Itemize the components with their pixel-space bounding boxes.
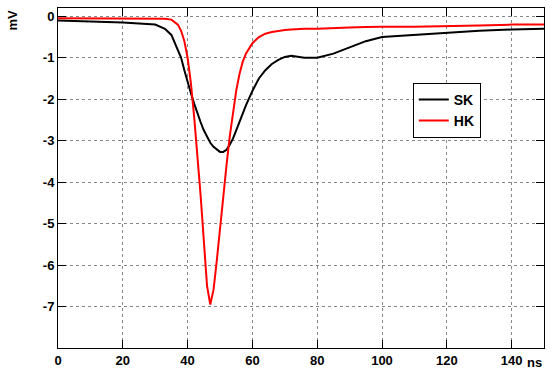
svg-text:-1: -1 bbox=[43, 50, 55, 65]
svg-text:HK: HK bbox=[454, 113, 474, 129]
svg-text:100: 100 bbox=[371, 353, 393, 368]
svg-text:-4: -4 bbox=[43, 175, 55, 190]
svg-text:mV: mV bbox=[5, 10, 20, 31]
svg-text:-2: -2 bbox=[43, 92, 55, 107]
svg-text:40: 40 bbox=[180, 353, 194, 368]
svg-text:-7: -7 bbox=[43, 299, 55, 314]
svg-text:20: 20 bbox=[116, 353, 130, 368]
svg-text:SK: SK bbox=[454, 92, 473, 108]
svg-text:0: 0 bbox=[54, 353, 61, 368]
svg-text:60: 60 bbox=[245, 353, 259, 368]
svg-text:80: 80 bbox=[310, 353, 324, 368]
svg-text:120: 120 bbox=[436, 353, 458, 368]
svg-text:0: 0 bbox=[47, 9, 54, 24]
svg-text:-3: -3 bbox=[43, 133, 55, 148]
svg-text:140: 140 bbox=[501, 353, 523, 368]
svg-text:-5: -5 bbox=[43, 216, 55, 231]
svg-text:-6: -6 bbox=[43, 258, 55, 273]
svg-text:ns: ns bbox=[527, 355, 542, 370]
